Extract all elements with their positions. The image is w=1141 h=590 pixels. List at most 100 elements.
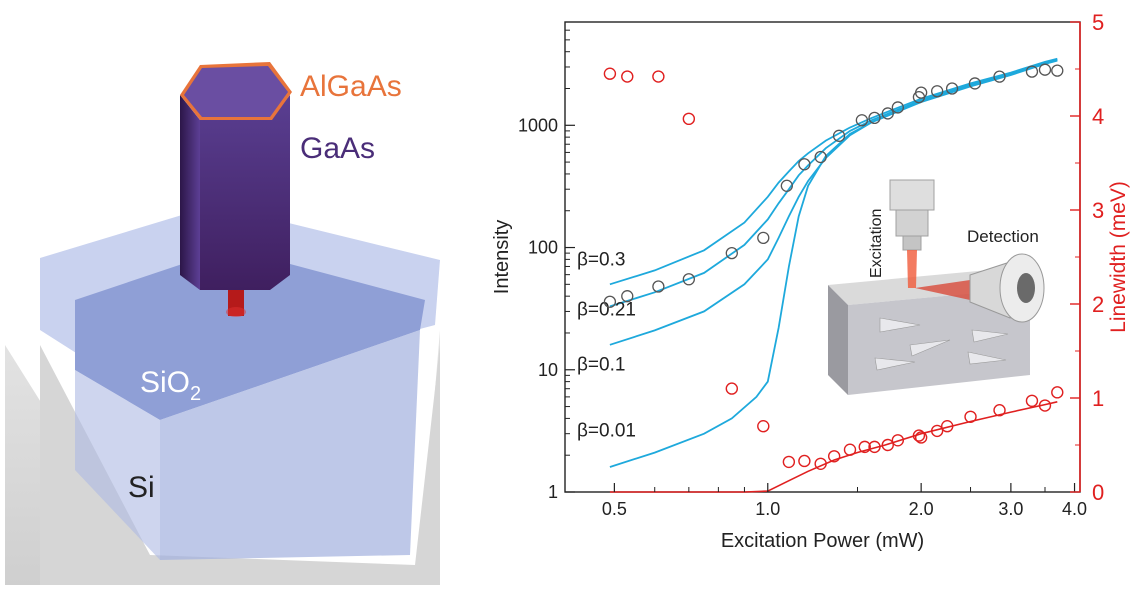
sio2-layer xyxy=(75,248,425,420)
y2-tick-label: 5 xyxy=(1092,10,1104,35)
y2-axis-label: Linewidth (meV) xyxy=(1107,181,1130,333)
linewidth-point xyxy=(912,429,926,442)
linewidth-point xyxy=(603,67,617,80)
wire-4 xyxy=(971,329,1009,343)
intensity-point xyxy=(915,86,928,99)
intensity-linewidth-chart: Excitation Detection β=0.3 β=0.21 β=0.1 β=0… xyxy=(470,0,1141,585)
intensity-point xyxy=(968,77,982,90)
intensity-point xyxy=(798,158,811,171)
gaas-label: GaAs xyxy=(300,132,375,165)
intensity-point xyxy=(891,101,904,114)
sio2-label: SiO2 xyxy=(140,366,201,405)
detection-label: Detection xyxy=(967,227,1039,246)
y2-tick-label: 3 xyxy=(1092,198,1104,223)
fit-curve xyxy=(609,58,1058,308)
linewidth-point xyxy=(843,443,857,456)
setup-inset: Excitation Detection xyxy=(828,179,1045,395)
excitation-label: Excitation xyxy=(868,209,885,278)
intensity-point xyxy=(868,111,881,125)
y2-tick-label: 0 xyxy=(1092,480,1104,505)
nanowire-body xyxy=(200,95,290,290)
x-axis-label: Excitation Power (mW) xyxy=(721,530,924,552)
intensity-point xyxy=(855,114,869,127)
x-tick-label: 4.0 xyxy=(1062,499,1087,519)
linewidth-point xyxy=(1038,399,1052,412)
detector-aperture xyxy=(1017,273,1035,303)
linewidth-point xyxy=(868,440,881,454)
y-tick-label: 1 xyxy=(548,482,558,502)
si-substrate-front xyxy=(40,345,440,585)
linewidth-point xyxy=(858,440,871,454)
y-axis-label: Intensity xyxy=(491,220,513,294)
stem-glow xyxy=(226,307,246,317)
fit-curve-label: β=0.1 xyxy=(577,355,625,376)
y2-tick-label: 2 xyxy=(1092,292,1104,317)
intensity-point xyxy=(832,129,846,142)
y2-tick-label: 1 xyxy=(1092,386,1104,411)
nanowire-illustration: AlGaAs GaAs SiO2 Si xyxy=(0,0,470,585)
x-tick-label: 2.0 xyxy=(909,499,934,519)
linewidth-point xyxy=(993,404,1006,417)
detector-body xyxy=(969,261,1011,319)
x-tick-label: 3.0 xyxy=(998,499,1023,519)
objective-lens-body xyxy=(889,179,935,211)
linewidth-point xyxy=(930,424,944,438)
fit-curve-label: β=0.21 xyxy=(577,300,636,321)
detection-beam xyxy=(915,280,970,300)
x-tick-label: 0.5 xyxy=(602,499,627,519)
nanowire-side-left xyxy=(180,95,200,290)
intensity-point xyxy=(757,231,770,245)
sio2-layer-shade xyxy=(75,370,160,560)
linewidth-point xyxy=(914,431,928,444)
objective-lens-tip xyxy=(902,235,922,251)
intensity-point xyxy=(652,280,665,293)
sample-stage-front xyxy=(828,285,848,395)
y2-tick-label: 4 xyxy=(1092,104,1104,129)
wire-5 xyxy=(967,351,1007,365)
linewidth-point xyxy=(782,455,796,469)
intensity-point xyxy=(993,70,1006,83)
intensity-point xyxy=(814,150,827,164)
linewidth-point xyxy=(941,420,954,433)
intensity-point xyxy=(780,179,793,192)
intensity-point xyxy=(603,295,617,308)
objective-lens-mid xyxy=(895,209,929,237)
plot-frame xyxy=(564,21,1081,493)
linewidth-point xyxy=(1051,386,1064,399)
intensity-point xyxy=(682,273,695,286)
linewidth-point xyxy=(827,450,841,463)
si-label: Si xyxy=(128,471,155,504)
fit-curve xyxy=(609,59,1058,468)
wire-2 xyxy=(909,339,951,357)
linewidth-point xyxy=(798,454,811,468)
y-tick-label: 1000 xyxy=(518,115,558,135)
x-tick-label: 1.0 xyxy=(755,499,780,519)
wire-3 xyxy=(874,357,916,371)
linewidth-point xyxy=(725,382,739,395)
y-tick-label: 10 xyxy=(538,360,558,380)
intensity-point xyxy=(945,82,959,95)
intensity-point xyxy=(1051,64,1064,77)
excitation-beam xyxy=(907,250,917,288)
linewidth-point xyxy=(1025,394,1039,408)
wire-1 xyxy=(879,317,921,333)
fit-curve xyxy=(609,57,1058,286)
linewidth-point xyxy=(891,434,905,447)
gaas-core-top xyxy=(184,66,288,117)
y-tick-label: 100 xyxy=(528,238,558,258)
intensity-point xyxy=(881,107,894,120)
linewidth-point xyxy=(757,420,770,433)
linewidth-point xyxy=(814,457,827,470)
sio2-layer-front xyxy=(160,330,420,560)
linewidth-point xyxy=(964,410,977,423)
intensity-point xyxy=(1038,63,1052,76)
intensity-point xyxy=(931,85,944,98)
fit-curve-label: β=0.01 xyxy=(577,420,636,441)
algaas-label: AlGaAs xyxy=(300,70,402,103)
intensity-point xyxy=(621,290,634,303)
linewidth-point xyxy=(621,70,634,83)
fit-curve-label: β=0.3 xyxy=(577,249,625,270)
linewidth-fit-curve xyxy=(609,401,1058,493)
linewidth-point xyxy=(652,70,665,83)
intensity-point xyxy=(725,246,738,260)
